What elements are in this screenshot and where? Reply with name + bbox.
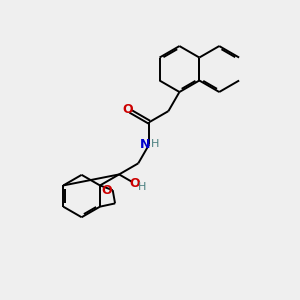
Text: O: O [123, 103, 134, 116]
Text: H: H [150, 139, 159, 149]
Text: O: O [130, 177, 140, 190]
Text: O: O [101, 184, 112, 197]
Text: H: H [138, 182, 146, 192]
Text: N: N [140, 138, 151, 151]
